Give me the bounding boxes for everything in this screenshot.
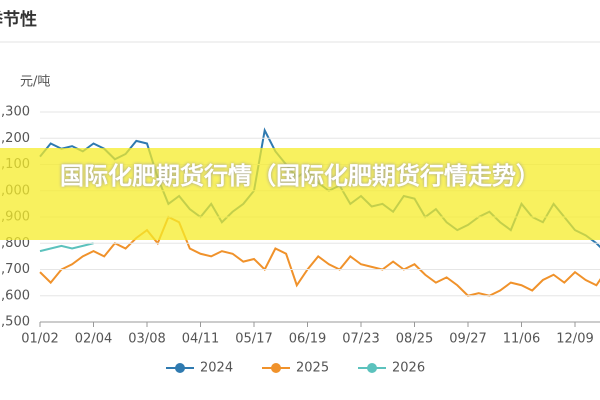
x-tick-label: 09/27 (449, 332, 486, 347)
legend-label: 2024 (200, 361, 233, 376)
y-tick-label: 2,600 (0, 288, 30, 303)
legend-marker (271, 363, 281, 373)
x-tick-label: 02/04 (75, 332, 112, 347)
x-tick-label: 11/06 (503, 332, 540, 347)
banner (0, 148, 600, 240)
x-tick-label: 07/23 (342, 332, 379, 347)
y-tick-label: 2,700 (0, 262, 30, 277)
chart-title: 季节性 (0, 9, 37, 30)
legend-marker (175, 363, 185, 373)
legend-label: 2026 (392, 361, 425, 376)
x-tick-label: 08/25 (396, 332, 433, 347)
y-tick-label: 3,200 (0, 131, 30, 146)
banner-box: 国际化肥期货行情（国际化肥期货行情走势） (60, 162, 540, 190)
x-tick-label: 03/08 (128, 332, 165, 347)
y-tick-label: 3,300 (0, 105, 30, 120)
x-tick-label: 05/17 (235, 332, 272, 347)
x-tick-label: 04/11 (182, 332, 219, 347)
legend-marker (367, 363, 377, 373)
series-line (39, 242, 94, 253)
x-tick-label: 12/09 (556, 332, 593, 347)
x-tick-label: 06/19 (289, 332, 326, 347)
y-tick-label: 2,500 (0, 315, 30, 330)
banner-text: 国际化肥期货行情（国际化肥期货行情走势） (60, 162, 540, 190)
y-axis-label: 元/吨 (20, 75, 50, 90)
x-tick-label: 01/02 (21, 332, 58, 347)
legend-label: 2025 (296, 361, 329, 376)
